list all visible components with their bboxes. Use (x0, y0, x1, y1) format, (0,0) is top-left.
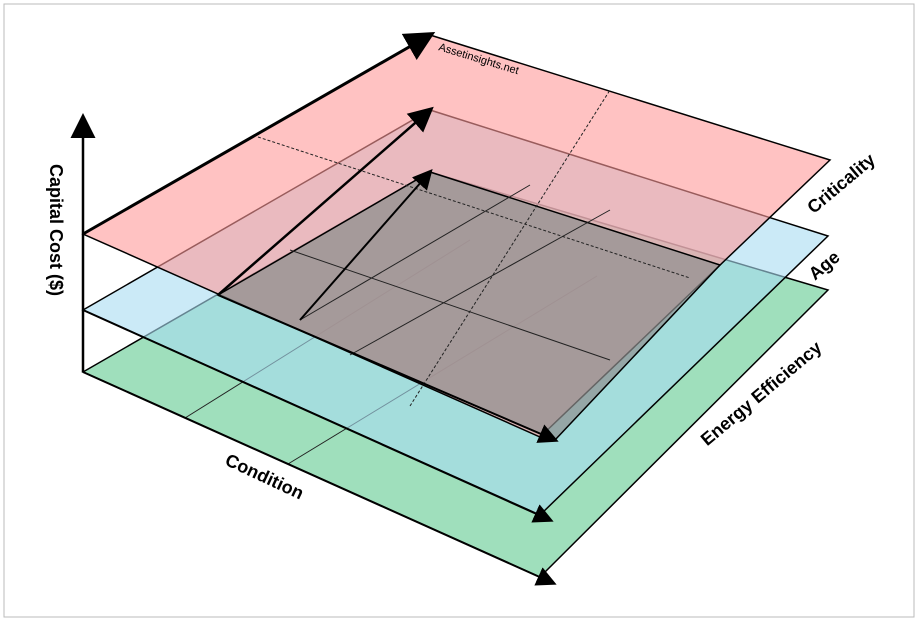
axis-label: Capital Cost ($) (46, 164, 66, 296)
axis-arrow (299, 168, 433, 321)
axis-arrow (82, 371, 557, 586)
dashed-line (257, 136, 691, 279)
dashed-line (409, 89, 611, 407)
axis-arrow (82, 309, 554, 523)
axis-arrow (217, 294, 559, 443)
axis-arrow (82, 32, 436, 236)
grid-line (289, 249, 611, 361)
axis-arrow (217, 106, 434, 296)
grid-line (299, 184, 531, 321)
grid-line (349, 209, 611, 356)
